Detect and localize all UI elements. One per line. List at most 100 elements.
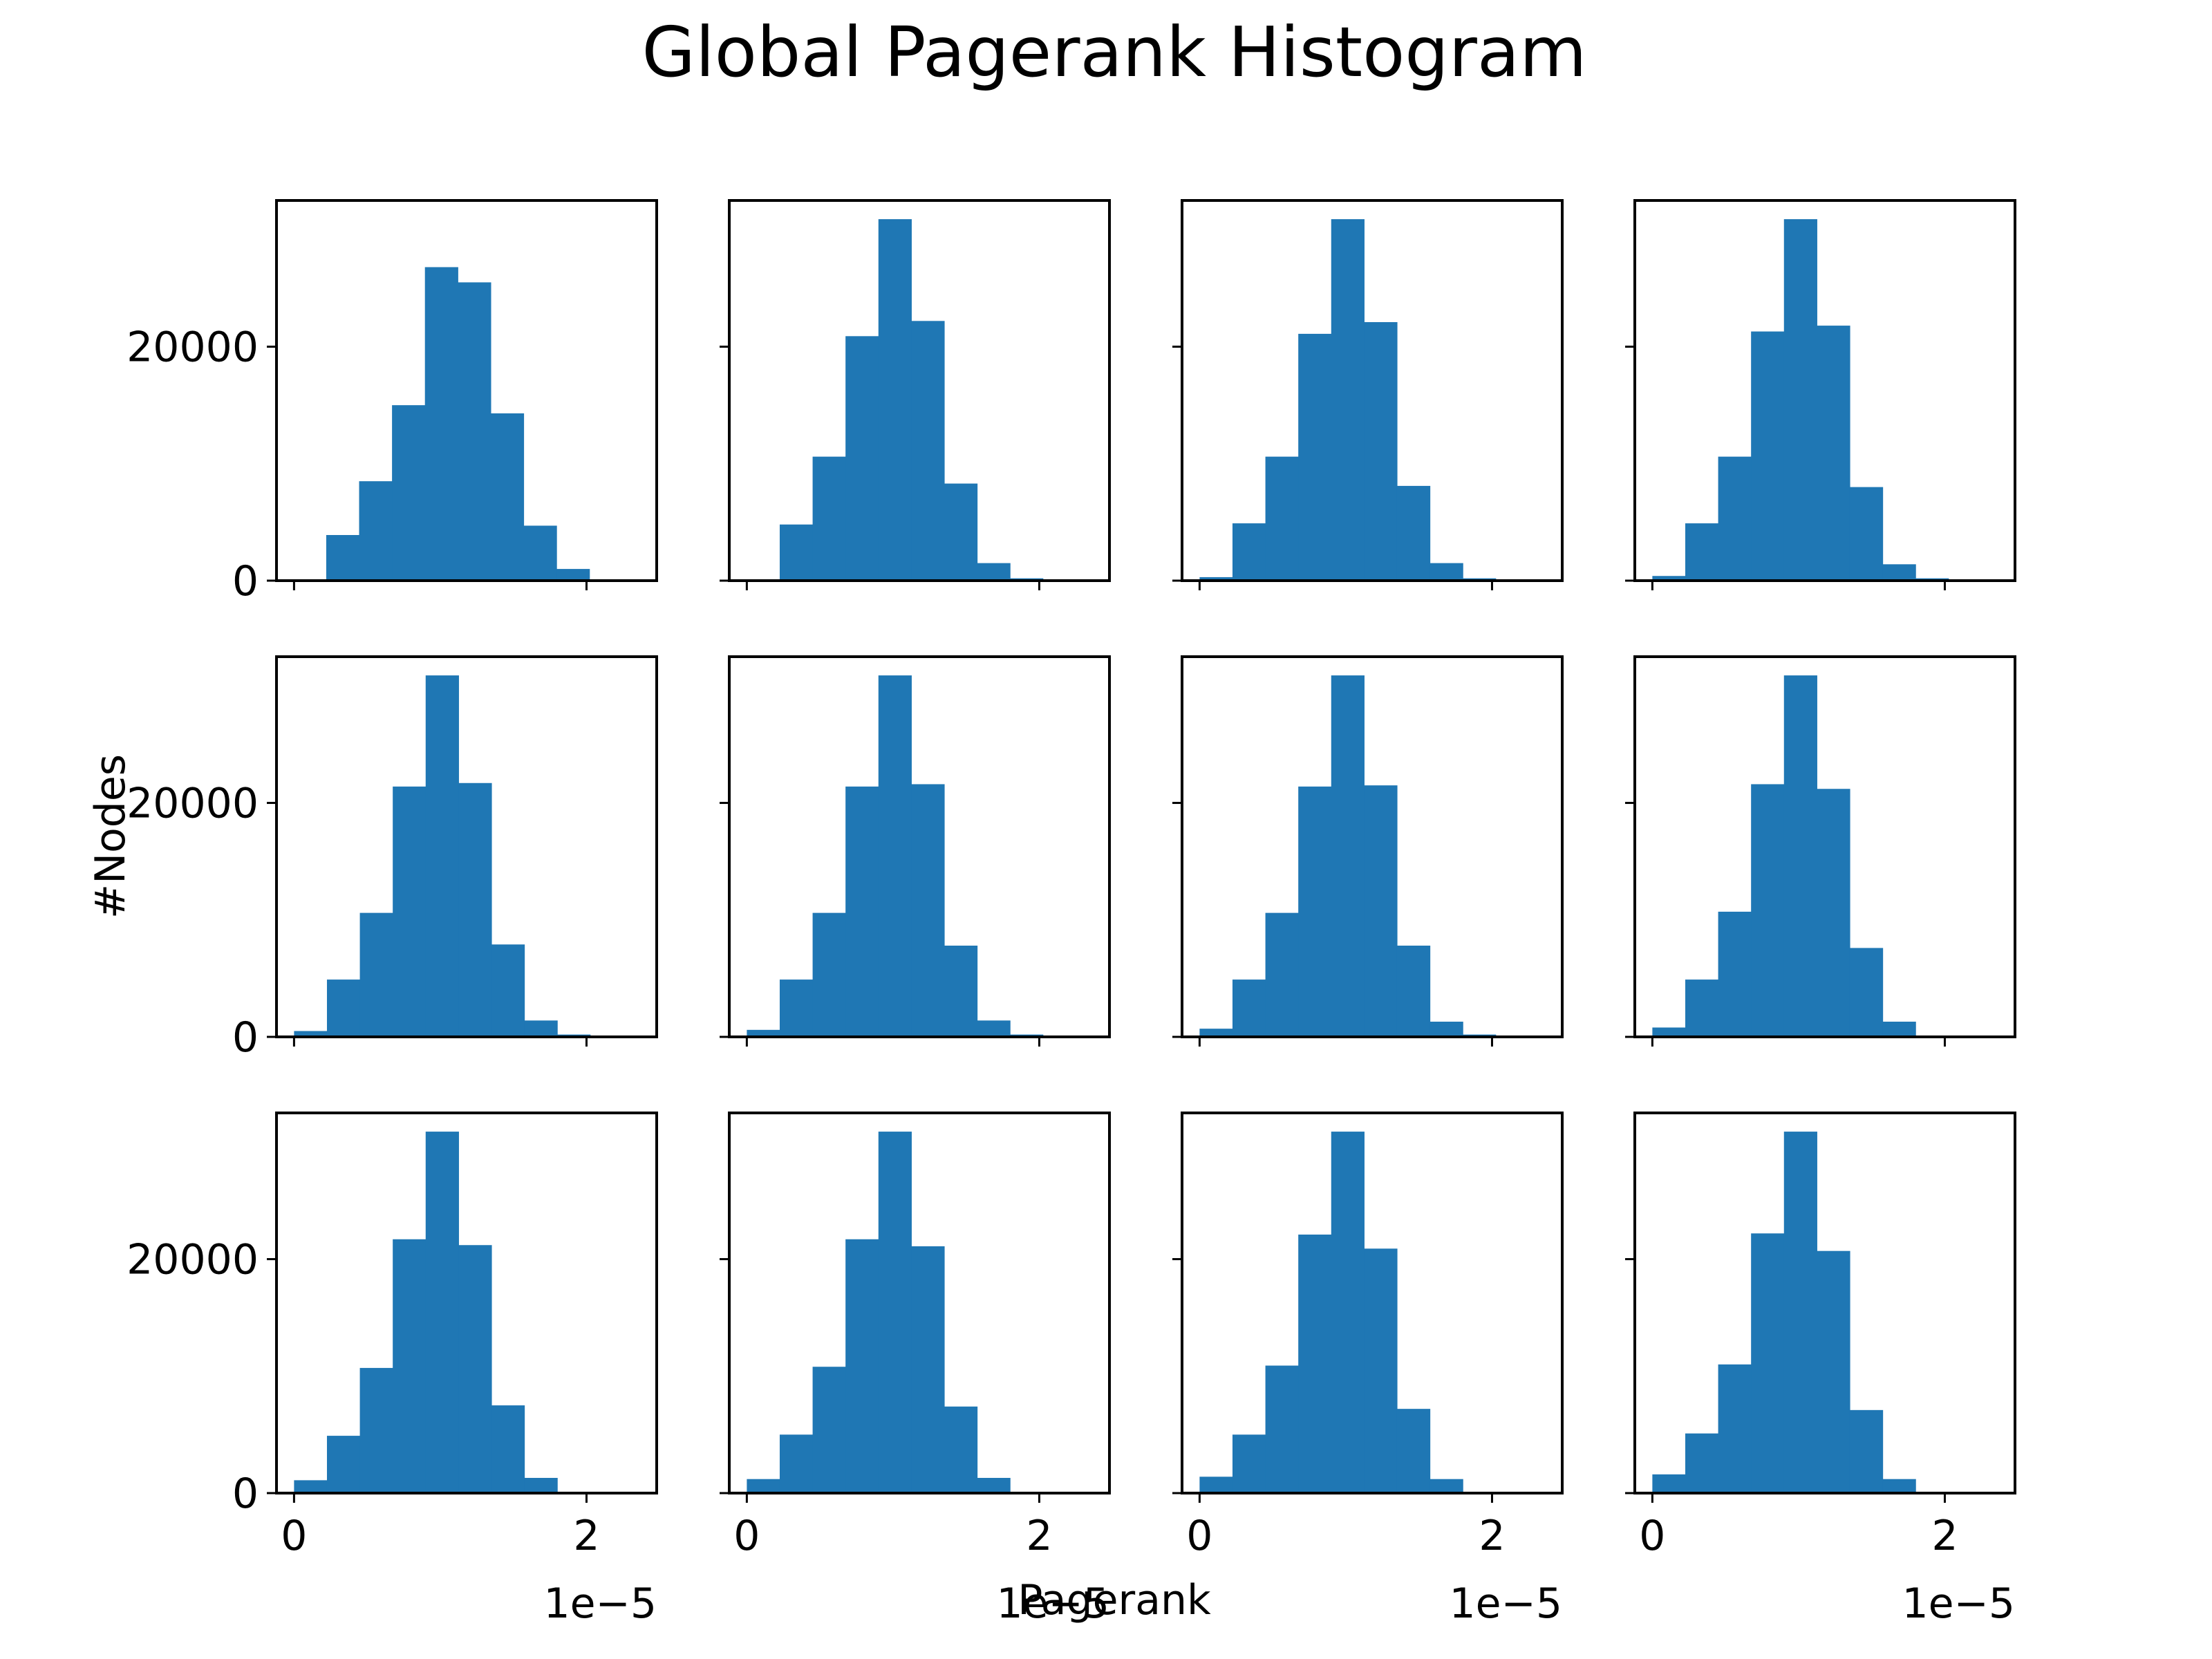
histogram-bar: [1751, 331, 1785, 581]
panel-9: 0 2 0 20000 1e−5: [126, 1112, 658, 1628]
histogram-bar: [878, 219, 912, 581]
axes-frame: [1181, 1112, 1564, 1494]
y-tick-label: 20000: [126, 324, 259, 372]
histogram-bar: [1364, 322, 1398, 581]
histogram-bar: [1751, 1233, 1785, 1493]
histogram-bar: [1298, 786, 1332, 1037]
x-tick-label: 0: [1186, 1512, 1212, 1560]
histogram-bar: [1199, 1477, 1233, 1493]
histogram-bar: [1685, 523, 1719, 581]
histogram-bar: [392, 405, 426, 581]
histogram-bar: [1396, 1409, 1431, 1493]
y-axis-label: #Nodes: [86, 754, 135, 919]
x-offset-text: 1e−5: [996, 1580, 1109, 1628]
histogram-bar: [1265, 456, 1299, 581]
panel-4: [1625, 199, 2016, 590]
histogram-bar: [1849, 1409, 1884, 1493]
histogram-bar: [1430, 563, 1463, 581]
panel-11: 0 2 1e−5: [1172, 1112, 1564, 1628]
histogram-bar: [458, 282, 491, 581]
histogram-bar: [1298, 333, 1332, 581]
axes-frame: [1633, 1112, 2016, 1494]
histogram-bar: [1718, 911, 1752, 1037]
histogram-bar: [1882, 1479, 1916, 1493]
histogram-bar: [1783, 219, 1817, 581]
axes-frame: [275, 199, 658, 582]
y-tick-label: 0: [232, 1013, 259, 1062]
histogram-bar: [424, 267, 458, 581]
histogram-bar: [1430, 1022, 1463, 1037]
histogram-bar: [490, 413, 525, 581]
histogram-bar: [944, 483, 978, 581]
histogram-bar: [1199, 1029, 1233, 1037]
histogram-bar: [1364, 785, 1398, 1037]
histogram-bar: [523, 525, 557, 581]
histogram-bar: [977, 1478, 1011, 1493]
histogram-bar: [977, 1020, 1011, 1037]
panel-6: [720, 655, 1111, 1047]
histogram-bar: [812, 1367, 846, 1493]
histogram-bar: [1331, 675, 1365, 1037]
panel-8: [1625, 655, 2016, 1047]
histogram-bar: [425, 1132, 459, 1493]
axes-frame: [275, 655, 658, 1038]
y-tick-label: 20000: [126, 780, 259, 828]
panel-12: 0 2 1e−5: [1625, 1112, 2016, 1628]
histogram-bar: [944, 1406, 978, 1493]
histogram-bar: [524, 1020, 558, 1037]
histogram-bar: [1265, 912, 1299, 1037]
panel-1: 0 20000: [126, 199, 658, 606]
histogram-bar: [747, 1479, 780, 1493]
histogram-bar: [491, 944, 525, 1037]
histogram-bar: [1396, 946, 1431, 1037]
histogram-bar: [294, 1031, 328, 1037]
histogram-bar: [1817, 1250, 1850, 1493]
histogram-bar: [1331, 219, 1365, 581]
histogram-bar: [556, 569, 590, 581]
y-tick-label: 0: [232, 557, 259, 606]
axes-frame: [1181, 199, 1564, 582]
histogram-bar: [1298, 1235, 1332, 1493]
x-offset-text: 1e−5: [543, 1580, 657, 1628]
histogram-bar: [1685, 980, 1719, 1037]
histogram-bar: [977, 563, 1011, 581]
histogram-bar: [294, 1480, 328, 1493]
histogram-bar: [779, 524, 814, 581]
histogram-bar: [878, 675, 912, 1037]
x-tick-label: 0: [281, 1512, 307, 1560]
histogram-bar: [1817, 789, 1850, 1037]
histogram-bar: [944, 946, 978, 1037]
histogram-bar: [878, 1132, 912, 1493]
axes-frame: [1633, 199, 2016, 582]
histogram-bar: [1718, 1364, 1752, 1493]
figure-title: Global Pagerank Histogram: [641, 12, 1586, 93]
histogram-bar: [747, 1029, 780, 1037]
histogram-bar: [1430, 1479, 1463, 1493]
axes-frame: [728, 199, 1111, 582]
histogram-bar: [1396, 485, 1431, 581]
histogram-bar: [1232, 1434, 1266, 1493]
panel-7: [1172, 655, 1564, 1047]
histogram-bar: [1849, 948, 1884, 1037]
histogram-bar: [1232, 980, 1266, 1037]
histogram-bar: [326, 980, 361, 1037]
histogram-bar: [1783, 1132, 1817, 1493]
histogram-bar: [1718, 456, 1752, 581]
histogram-bar: [1364, 1248, 1398, 1493]
histogram-bar: [845, 336, 879, 581]
histogram-bar: [458, 782, 492, 1037]
histogram-bar: [359, 1367, 393, 1493]
histogram-bar: [1751, 784, 1785, 1037]
histogram-bar: [359, 912, 393, 1037]
x-tick-label: 0: [733, 1512, 760, 1560]
histogram-bar: [1882, 1022, 1916, 1037]
x-tick-label: 2: [1479, 1512, 1505, 1560]
histogram-bar: [812, 912, 846, 1037]
panel-3: [1172, 199, 1564, 590]
x-axis-label: Pagerank: [1018, 1576, 1211, 1624]
axes-frame: [728, 655, 1111, 1038]
histogram-bar: [491, 1405, 525, 1493]
x-tick-label: 0: [1639, 1512, 1665, 1560]
histogram-bar: [1652, 1027, 1686, 1037]
